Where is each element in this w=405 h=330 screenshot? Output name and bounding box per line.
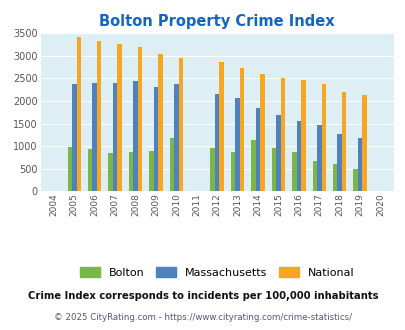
Bar xyxy=(239,68,244,191)
Bar xyxy=(88,149,92,191)
Bar xyxy=(301,80,305,191)
Bar xyxy=(341,92,345,191)
Bar xyxy=(255,108,260,191)
Bar xyxy=(321,84,325,191)
Bar xyxy=(332,164,337,191)
Bar xyxy=(67,147,72,191)
Bar xyxy=(312,161,316,191)
Text: Crime Index corresponds to incidents per 100,000 inhabitants: Crime Index corresponds to incidents per… xyxy=(28,291,377,301)
Bar xyxy=(113,83,117,191)
Text: © 2025 CityRating.com - https://www.cityrating.com/crime-statistics/: © 2025 CityRating.com - https://www.city… xyxy=(54,313,351,322)
Bar xyxy=(153,87,158,191)
Bar xyxy=(158,54,162,191)
Bar xyxy=(296,121,301,191)
Bar xyxy=(117,44,121,191)
Bar xyxy=(292,152,296,191)
Bar xyxy=(77,37,81,191)
Bar xyxy=(357,138,362,191)
Bar xyxy=(92,83,97,191)
Bar xyxy=(362,95,366,191)
Bar xyxy=(137,47,142,191)
Bar xyxy=(133,81,137,191)
Bar xyxy=(235,98,239,191)
Legend: Bolton, Massachusetts, National: Bolton, Massachusetts, National xyxy=(77,263,356,281)
Bar xyxy=(97,41,101,191)
Bar xyxy=(210,148,214,191)
Bar xyxy=(128,151,133,191)
Bar xyxy=(149,151,153,191)
Bar xyxy=(280,78,284,191)
Bar xyxy=(72,84,77,191)
Bar xyxy=(352,169,357,191)
Bar xyxy=(214,94,219,191)
Bar xyxy=(271,148,275,191)
Bar xyxy=(169,138,174,191)
Bar xyxy=(219,62,224,191)
Bar xyxy=(230,151,235,191)
Bar xyxy=(174,84,178,191)
Bar xyxy=(251,140,255,191)
Bar xyxy=(108,153,113,191)
Bar xyxy=(316,125,321,191)
Bar xyxy=(178,58,183,191)
Bar xyxy=(275,115,280,191)
Bar xyxy=(260,74,264,191)
Title: Bolton Property Crime Index: Bolton Property Crime Index xyxy=(99,14,334,29)
Bar xyxy=(337,134,341,191)
